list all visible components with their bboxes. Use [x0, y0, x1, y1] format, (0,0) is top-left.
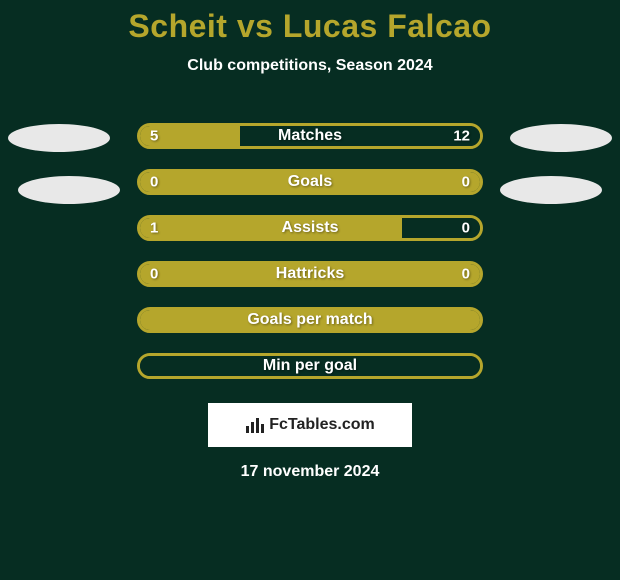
stat-label: Matches	[278, 127, 342, 145]
stat-label: Goals	[288, 173, 332, 191]
stat-bar-left	[140, 218, 402, 238]
stat-label: Hattricks	[276, 265, 344, 283]
stat-val-left: 5	[150, 128, 158, 145]
page-title: Scheit vs Lucas Falcao	[0, 0, 620, 45]
stat-bar: 0 Hattricks 0	[137, 261, 483, 287]
stat-row: Goals per match	[0, 297, 620, 343]
stat-bar: 5 Matches 12	[137, 123, 483, 149]
stat-val-right: 12	[453, 128, 470, 145]
subtitle: Club competitions, Season 2024	[0, 57, 620, 75]
stat-row: 5 Matches 12	[0, 113, 620, 159]
stat-row: Min per goal	[0, 343, 620, 389]
stat-bar: 0 Goals 0	[137, 169, 483, 195]
stat-bar: Min per goal	[137, 353, 483, 379]
bars-icon	[245, 416, 265, 434]
stat-row: 0 Goals 0	[0, 159, 620, 205]
stat-val-left: 1	[150, 220, 158, 237]
watermark-text: FcTables.com	[269, 416, 375, 434]
stats-area: 5 Matches 12 0 Goals 0 1 Assists 0	[0, 113, 620, 389]
stat-val-left: 0	[150, 174, 158, 191]
stat-bar: 1 Assists 0	[137, 215, 483, 241]
watermark: FcTables.com	[208, 403, 412, 447]
stat-label: Min per goal	[263, 357, 357, 375]
stat-label: Goals per match	[247, 311, 372, 329]
comparison-card: Scheit vs Lucas Falcao Club competitions…	[0, 0, 620, 580]
stat-val-left: 0	[150, 266, 158, 283]
stat-label: Assists	[282, 219, 339, 237]
stat-val-right: 0	[462, 174, 470, 191]
date-text: 17 november 2024	[0, 463, 620, 481]
stat-bar-right	[240, 126, 480, 146]
stat-row: 1 Assists 0	[0, 205, 620, 251]
stat-val-right: 0	[462, 266, 470, 283]
stat-row: 0 Hattricks 0	[0, 251, 620, 297]
stat-val-right: 0	[462, 220, 470, 237]
stat-bar: Goals per match	[137, 307, 483, 333]
